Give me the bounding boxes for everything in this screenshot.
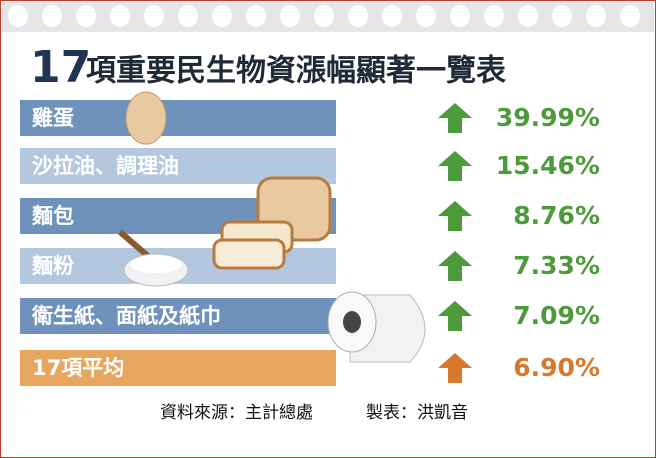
hole: [518, 5, 538, 27]
row-label: 沙拉油、調理油: [32, 154, 179, 178]
hole: [212, 5, 232, 27]
flour-icon: [118, 229, 189, 287]
up-arrow: [438, 353, 472, 383]
row-value: 7.33%: [513, 251, 600, 280]
hole: [314, 5, 334, 27]
hole: [76, 5, 96, 27]
hole: [280, 5, 300, 27]
row-label: 麵粉: [31, 254, 74, 278]
row-value: 6.90%: [513, 353, 600, 382]
row-value: 8.76%: [513, 201, 600, 230]
row-label: 17項平均: [32, 356, 124, 380]
hole: [552, 5, 572, 27]
hole: [144, 5, 164, 27]
holes: [8, 5, 640, 27]
hole: [348, 5, 368, 27]
row-label: 麵包: [31, 204, 74, 228]
hole: [484, 5, 504, 27]
row-value: 15.46%: [496, 151, 600, 180]
credit: 製表：洪凱音: [366, 403, 468, 423]
row-value: 39.99%: [496, 103, 600, 132]
hole: [382, 5, 402, 27]
hole: [416, 5, 436, 27]
hole: [110, 5, 130, 27]
toilet-paper-icon: [327, 291, 426, 363]
hole: [8, 5, 28, 27]
title: 項重要民生物資漲幅顯著一覽表: [86, 54, 506, 89]
up-arrow: [438, 301, 472, 331]
hole: [178, 5, 198, 27]
row-value: 7.09%: [513, 301, 600, 330]
row-label: 雞蛋: [31, 106, 74, 130]
hole: [246, 5, 266, 27]
row-bar: [20, 350, 336, 386]
up-arrow: [438, 103, 472, 133]
source: 資料來源：主計總處: [160, 403, 313, 423]
up-arrow: [438, 151, 472, 181]
title-number: 17: [30, 42, 91, 93]
row-label: 衛生紙、面紙及紙巾: [31, 304, 221, 328]
hole: [42, 5, 62, 27]
hole: [450, 5, 470, 27]
row-bar: [20, 298, 336, 334]
up-arrow: [438, 201, 472, 231]
bread-icon: [212, 176, 332, 270]
hole: [620, 5, 640, 27]
egg-icon: [125, 91, 167, 145]
row-bar: [20, 100, 336, 136]
hole: [586, 5, 606, 27]
up-arrow: [438, 251, 472, 281]
